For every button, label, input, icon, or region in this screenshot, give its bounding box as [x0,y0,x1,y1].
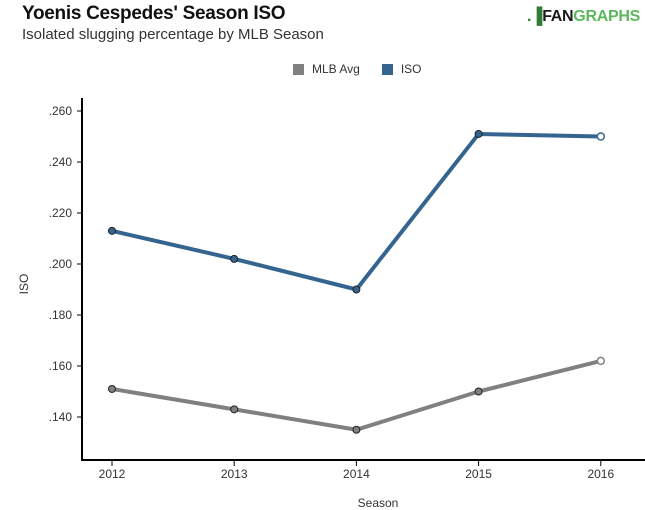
data-point-mlb-avg[interactable] [230,405,239,414]
x-tick-label: 2016 [587,467,614,481]
y-tick-label: .200 [49,257,73,271]
data-point-mlb-avg[interactable] [352,425,361,434]
x-tick-label: 2014 [343,467,370,481]
x-tick-label: 2015 [465,467,492,481]
x-ticks: 2012 2013 2014 2015 2016 [99,460,614,481]
data-point-mlb-avg[interactable] [596,356,606,366]
chart-subtitle: Isolated slugging percentage by MLB Seas… [22,26,324,43]
y-tick-label: .260 [49,104,73,118]
series-line-iso [111,131,601,292]
axes: .140.160.180.200.220.240.260 2012 2013 201… [17,98,645,510]
y-tick-label: .220 [49,206,73,220]
data-point-iso[interactable] [108,226,116,235]
x-axis-title: Season [358,496,399,510]
legend-item-iso[interactable]: ISO [381,62,422,76]
x-tick-label: 2012 [99,467,126,481]
legend-label-iso: ISO [400,62,422,76]
series-group [108,129,606,434]
y-tick-label: .240 [49,155,73,169]
data-point-iso[interactable] [352,285,361,294]
logo-graphs-text: GRAPHS [573,8,640,25]
y-tick-label: .160 [49,359,73,373]
x-tick-label: 2013 [221,467,248,481]
data-point-iso[interactable] [596,132,606,141]
logo-player-icon: .▐ [527,8,543,25]
y-tick-label: .180 [49,308,73,322]
legend: MLB Avg ISO [293,62,443,76]
legend-label-mlb-avg: MLB Avg [312,62,360,76]
legend-swatch-iso [381,63,393,75]
y-axis-title: ISO [17,274,31,295]
data-point-mlb-avg[interactable] [474,387,483,396]
y-tick-label: .140 [49,410,73,424]
y-ticks: .140 .160 .180 .200 .220 .240 .260 [49,104,82,424]
chart-title: Yoenis Cespedes' Season ISO [22,3,286,24]
fangraphs-logo[interactable]: .▐FANGRAPHS [527,8,640,26]
logo-fan-text: FAN [542,8,574,25]
series-line-mlb-avg [111,358,602,432]
data-point-iso[interactable] [474,129,483,138]
legend-item-mlb-avg[interactable]: MLB Avg [293,62,360,76]
data-point-mlb-avg[interactable] [108,384,116,393]
legend-swatch-mlb-avg [293,63,304,75]
data-point-iso[interactable] [230,254,239,263]
